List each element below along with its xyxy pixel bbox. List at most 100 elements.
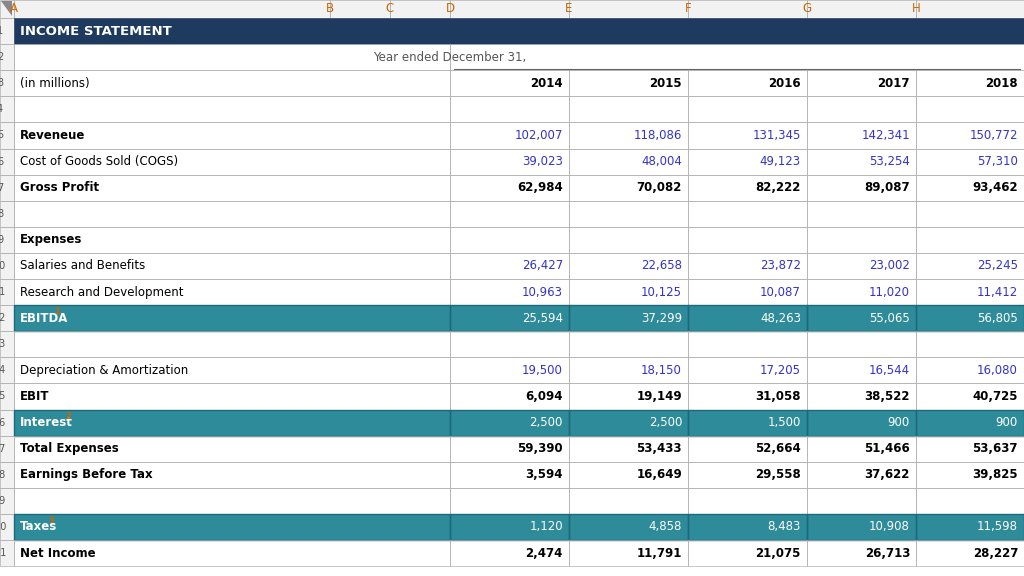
Text: 53,254: 53,254 [869, 155, 910, 168]
Text: EBITDA: EBITDA [20, 312, 69, 325]
Text: 53,433: 53,433 [637, 442, 682, 455]
Text: 142,341: 142,341 [861, 129, 910, 142]
Bar [807, 410, 916, 435]
Text: Salaries and Benefits: Salaries and Benefits [20, 259, 145, 272]
Bar [807, 70, 916, 96]
Bar [14, 253, 450, 279]
Bar [688, 0, 807, 18]
Bar [807, 462, 916, 488]
Text: 22,658: 22,658 [641, 259, 682, 272]
Bar [14, 44, 450, 70]
Bar [569, 0, 688, 18]
Bar [14, 70, 450, 96]
Bar [14, 331, 450, 357]
Bar [14, 96, 450, 123]
Bar [450, 462, 569, 488]
Bar [807, 96, 916, 123]
Bar [916, 227, 1024, 253]
Bar [807, 514, 916, 540]
Bar [916, 123, 1024, 149]
Bar [688, 540, 807, 566]
Text: 10: 10 [0, 261, 6, 271]
Text: 89,087: 89,087 [864, 181, 910, 194]
Bar [569, 357, 688, 384]
Bar [569, 410, 688, 435]
Bar [916, 175, 1024, 200]
Bar [0, 540, 14, 566]
Bar [688, 175, 807, 200]
Text: 19: 19 [0, 496, 6, 506]
Bar [330, 0, 390, 18]
Text: 4: 4 [0, 104, 3, 115]
Text: 2: 2 [65, 411, 71, 420]
Bar [0, 462, 14, 488]
Bar [807, 149, 916, 175]
Bar [390, 0, 450, 18]
Bar [916, 0, 1024, 18]
Bar [450, 279, 569, 305]
Text: H: H [911, 2, 921, 16]
Bar [450, 175, 569, 200]
Bar [688, 410, 807, 435]
Bar [688, 123, 807, 149]
Text: 900: 900 [888, 416, 910, 429]
Text: 11,412: 11,412 [977, 286, 1018, 298]
Text: B: B [326, 2, 334, 16]
Bar [0, 279, 14, 305]
Text: 37,299: 37,299 [641, 312, 682, 325]
Text: 1,500: 1,500 [768, 416, 801, 429]
Text: 52,664: 52,664 [756, 442, 801, 455]
Bar [688, 200, 807, 227]
Bar [916, 435, 1024, 462]
Text: (in millions): (in millions) [20, 77, 90, 90]
Bar [688, 96, 807, 123]
Bar [0, 384, 14, 410]
Bar [14, 123, 450, 149]
Bar [450, 357, 569, 384]
Bar [688, 435, 807, 462]
Bar [688, 253, 807, 279]
Text: 38,522: 38,522 [864, 390, 910, 403]
Bar [807, 227, 916, 253]
Bar [0, 200, 14, 227]
Bar [390, 0, 450, 18]
Bar [916, 305, 1024, 331]
Bar [569, 305, 688, 331]
Bar [0, 331, 14, 357]
Bar [569, 200, 688, 227]
Bar [688, 488, 807, 514]
Bar [807, 331, 916, 357]
Text: 2: 2 [0, 52, 3, 62]
Bar [569, 70, 688, 96]
Text: 62,984: 62,984 [517, 181, 563, 194]
Bar [0, 357, 14, 384]
Text: Research and Development: Research and Development [20, 286, 183, 298]
Bar [450, 44, 1024, 70]
Bar [0, 149, 14, 175]
Bar [0, 0, 14, 18]
Bar [0, 175, 14, 200]
Text: 93,462: 93,462 [973, 181, 1018, 194]
Bar [807, 0, 916, 18]
Bar [0, 462, 14, 488]
Bar [14, 0, 330, 18]
Bar [14, 227, 450, 253]
Bar [916, 0, 1024, 18]
Bar [688, 435, 807, 462]
Bar [688, 384, 807, 410]
Bar [450, 0, 569, 18]
Text: 48,263: 48,263 [760, 312, 801, 325]
Bar [688, 540, 807, 566]
Text: 49,123: 49,123 [760, 155, 801, 168]
Bar [916, 331, 1024, 357]
Bar [688, 384, 807, 410]
Bar [688, 0, 807, 18]
Bar [450, 357, 569, 384]
Bar [807, 175, 916, 200]
Text: 82,222: 82,222 [756, 181, 801, 194]
Bar [916, 488, 1024, 514]
Bar [807, 357, 916, 384]
Bar [916, 70, 1024, 96]
Bar [569, 488, 688, 514]
Bar [688, 253, 807, 279]
